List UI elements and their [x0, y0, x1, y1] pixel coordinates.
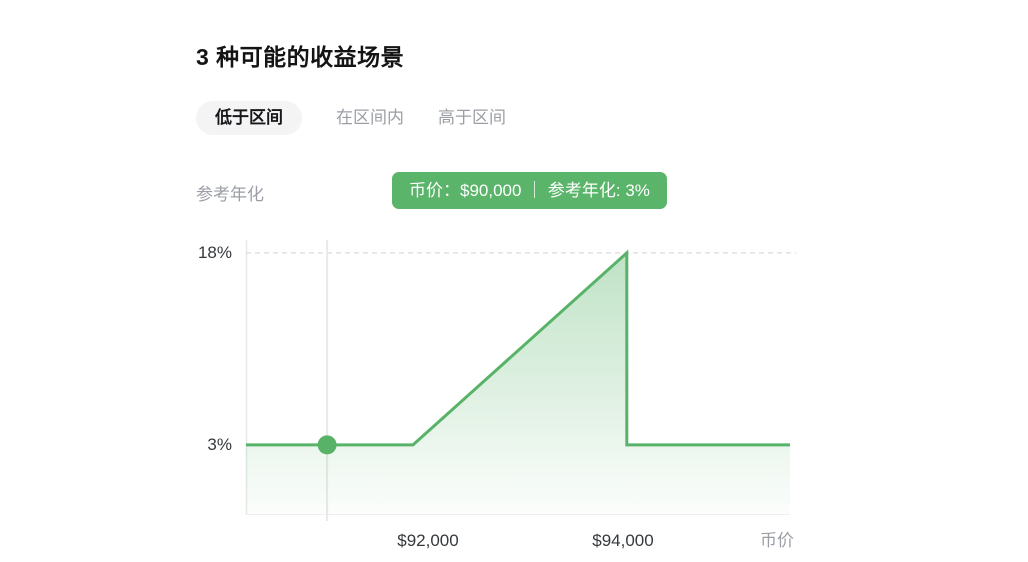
chart-canvas — [245, 240, 796, 521]
tab-in-range[interactable]: 在区间内 — [336, 101, 404, 135]
page-title: 3 种可能的收益场景 — [196, 44, 405, 70]
x-axis-title: 币价 — [760, 531, 794, 550]
series-line — [246, 249, 790, 447]
tab-above-range[interactable]: 高于区间 — [438, 101, 506, 135]
current-price-marker — [317, 435, 337, 455]
y-tick-3: 3% — [207, 435, 232, 454]
tab-below-range[interactable]: 低于区间 — [196, 101, 302, 135]
yield-chart[interactable] — [245, 240, 796, 521]
x-tick-94000: $94,000 — [592, 531, 654, 550]
apy-axis-caption: 参考年化 — [196, 185, 264, 204]
x-tick-92000: $92,000 — [397, 531, 459, 550]
chart-tooltip: 币价：$90,000 ｜ 参考年化: 3% — [392, 172, 667, 209]
area-fill — [246, 252, 790, 515]
scenario-tabs: 低于区间 在区间内 高于区间 — [196, 101, 506, 135]
y-tick-18: 18% — [197, 243, 232, 262]
